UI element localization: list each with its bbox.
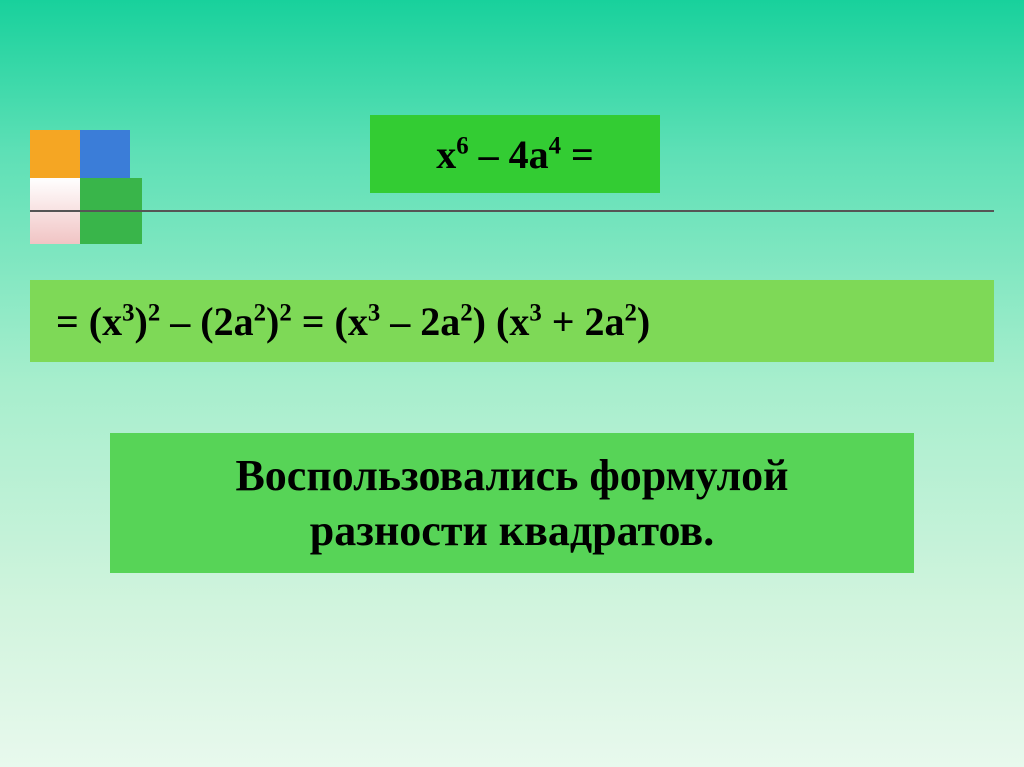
square-orange [30,130,80,178]
horizontal-rule [30,210,994,212]
slide: x6 – 4a4 = = (x3)2 – (2a2)2 = (x3 – 2a2)… [0,0,1024,767]
formula-top-box: x6 – 4a4 = [370,115,660,193]
corner-decoration [30,130,150,230]
caption-line-1: Воспользовались формулой [235,448,788,503]
square-blue [80,130,130,178]
caption-box: Воспользовались формулой разности квадра… [110,433,914,573]
formula-top: x6 – 4a4 = [436,131,594,178]
formula-mid-box: = (x3)2 – (2a2)2 = (x3 – 2a2) (x3 + 2a2) [30,280,994,362]
formula-mid: = (x3)2 – (2a2)2 = (x3 – 2a2) (x3 + 2a2) [56,298,650,345]
caption-line-2: разности квадратов. [310,503,714,558]
